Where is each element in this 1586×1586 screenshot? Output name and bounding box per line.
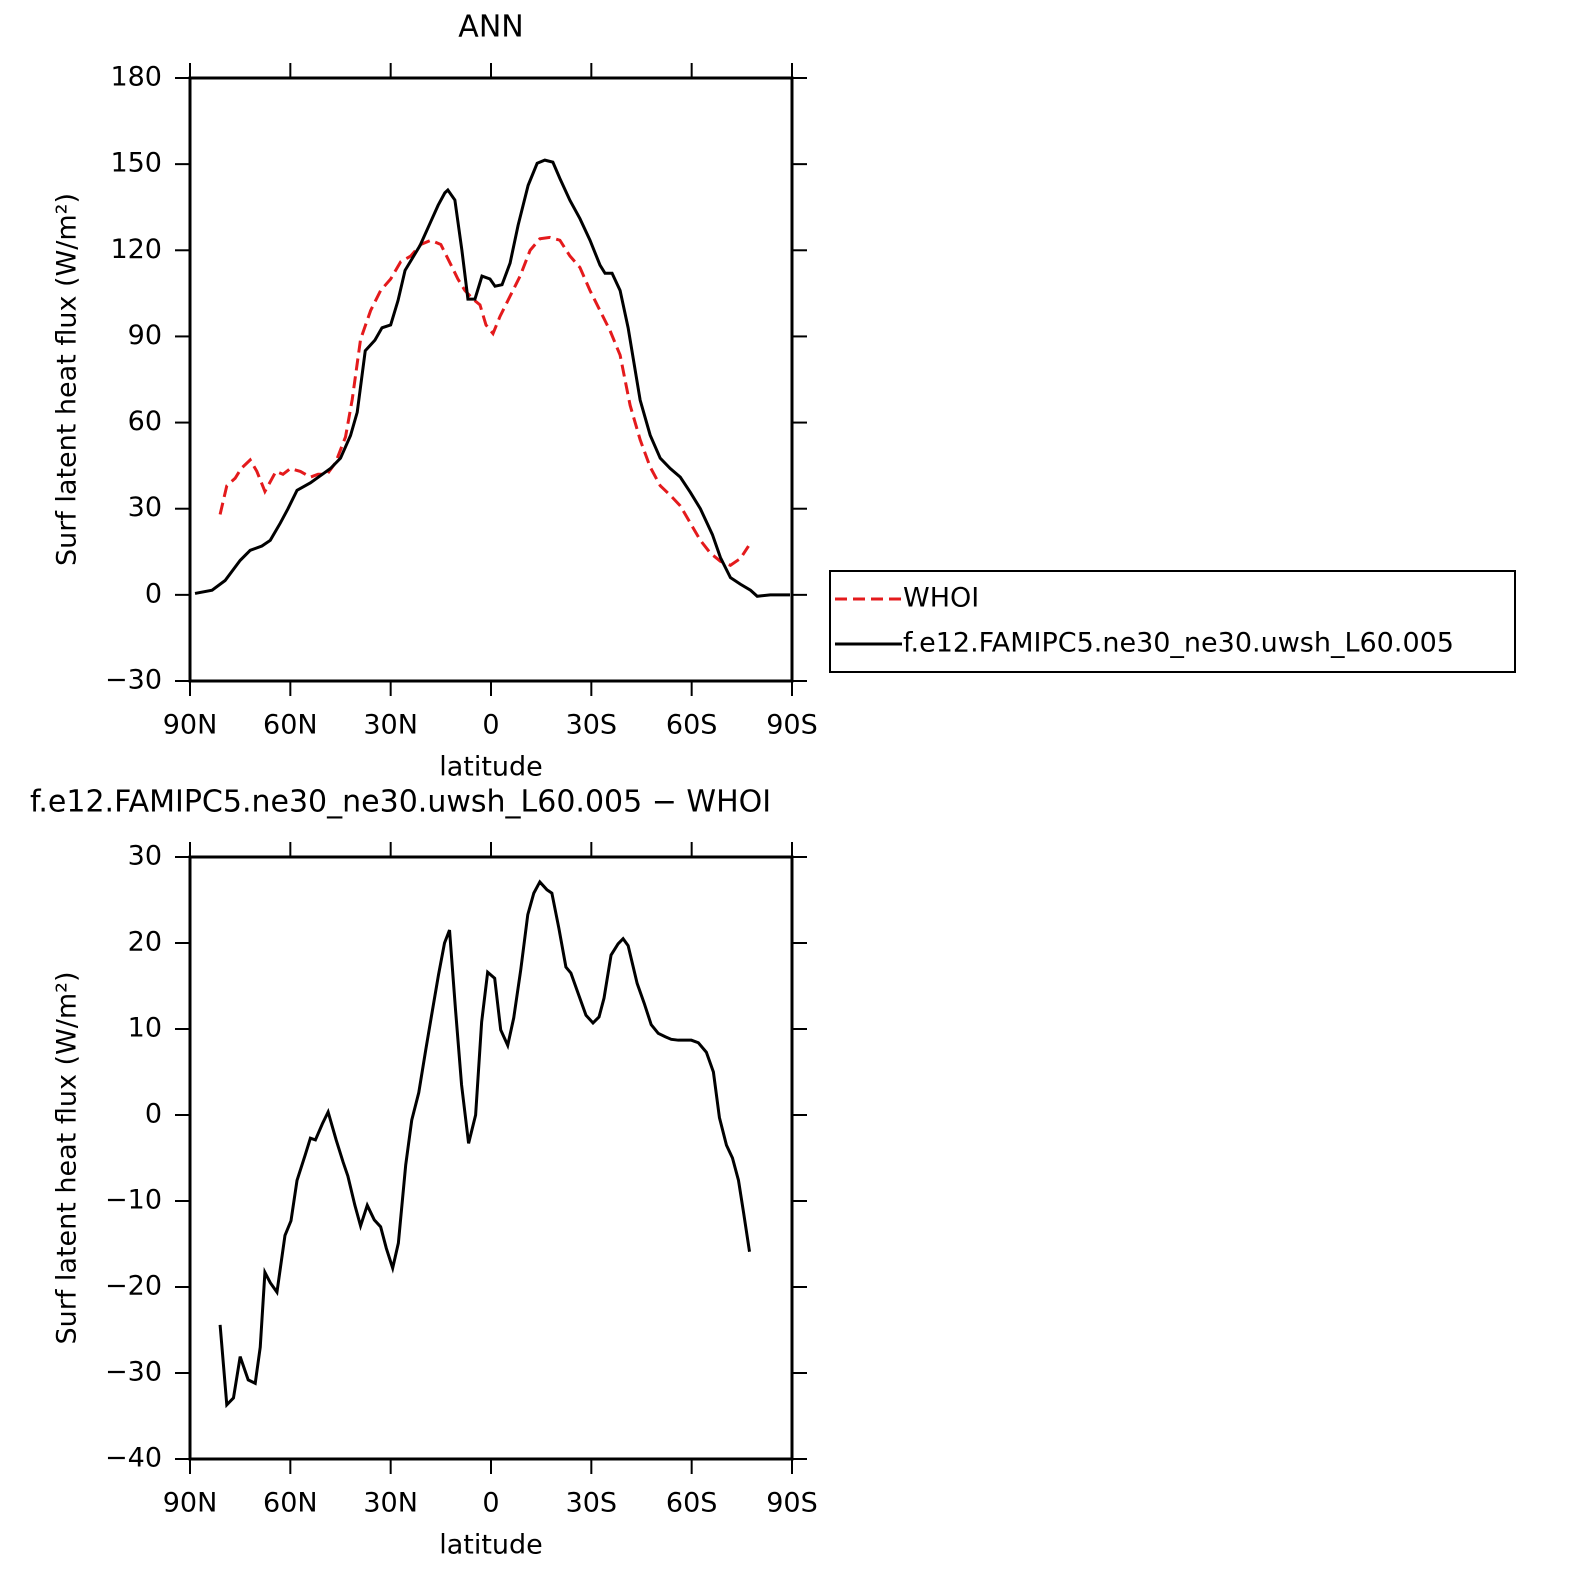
y-tick-label: 120 (110, 234, 162, 265)
y-tick-label: −10 (105, 1185, 162, 1216)
x-tick-label: 60S (666, 710, 718, 741)
y-tick-label: 30 (128, 492, 162, 523)
data-line (194, 158, 790, 598)
x-tick-label: 30S (566, 710, 618, 741)
x-tick-label: 90S (766, 1488, 818, 1519)
x-tick-label: 90N (163, 710, 218, 741)
legend-label: WHOI (903, 583, 979, 614)
x-axis-label: latitude (439, 752, 543, 783)
y-tick-label: 180 (110, 62, 162, 93)
x-tick-label: 90S (766, 710, 818, 741)
y-tick-label: −40 (105, 1443, 162, 1474)
plot-frame (188, 855, 794, 1461)
y-tick-label: 30 (128, 841, 162, 872)
y-tick-label: −30 (105, 665, 162, 696)
plot-frame (188, 76, 794, 683)
x-tick-label: 30N (363, 710, 418, 741)
x-tick-label: 30N (363, 1488, 418, 1519)
chart-title: f.e12.FAMIPC5.ne30_ne30.uwsh_L60.005 − W… (30, 785, 771, 820)
y-axis-label: Surf latent heat flux (W/m²) (52, 971, 83, 1344)
chart-title: ANN (458, 10, 523, 45)
legend-box (829, 570, 1516, 673)
x-tick-label: 60S (666, 1488, 718, 1519)
data-line (218, 879, 752, 1409)
x-tick-label: 0 (482, 1488, 499, 1519)
y-tick-label: 150 (110, 148, 162, 179)
y-tick-label: 60 (128, 406, 162, 437)
y-axis-label: Surf latent heat flux (W/m²) (52, 193, 83, 566)
y-tick-label: 10 (128, 1013, 162, 1044)
x-tick-label: 0 (482, 710, 499, 741)
x-axis-label: latitude (439, 1530, 543, 1561)
x-tick-label: 90N (163, 1488, 218, 1519)
y-tick-label: −20 (105, 1271, 162, 1302)
y-tick-label: 0 (145, 578, 162, 609)
y-tick-label: −30 (105, 1357, 162, 1388)
x-tick-label: 60N (263, 710, 318, 741)
x-tick-label: 30S (566, 1488, 618, 1519)
y-tick-label: 20 (128, 927, 162, 958)
y-tick-label: 0 (145, 1099, 162, 1130)
y-tick-label: 90 (128, 320, 162, 351)
legend-label: f.e12.FAMIPC5.ne30_ne30.uwsh_L60.005 (903, 628, 1454, 659)
data-line (218, 235, 750, 567)
x-tick-label: 60N (263, 1488, 318, 1519)
